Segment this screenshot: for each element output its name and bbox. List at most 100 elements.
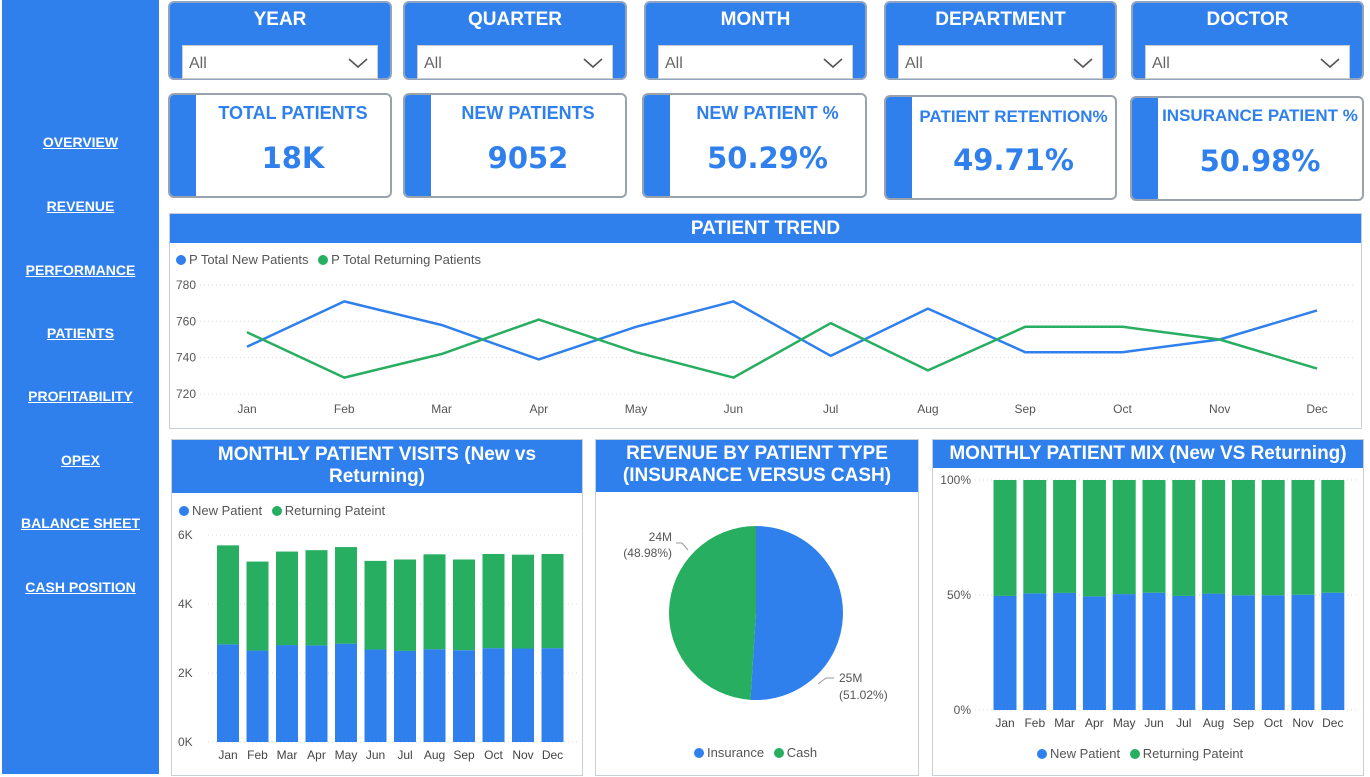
patient-trend-panel: PATIENT TREND P Total New Patients P Tot… [169,213,1362,429]
x-tick-label: Mar [431,402,452,416]
nav-patients[interactable]: PATIENTS [46,325,115,341]
chevron-down-icon [1320,58,1340,69]
nav-cash-position[interactable]: CASH POSITION [25,579,136,595]
x-tick-label: Aug [424,748,445,762]
nav-opex[interactable]: OPEX [61,452,100,468]
cash-leader-line [676,542,689,551]
new-patient-bar [1112,594,1136,710]
legend-label: New Patient [1050,746,1121,761]
nav-performance[interactable]: PERFORMANCE [25,262,136,278]
x-tick-label: Oct [1264,716,1283,730]
x-tick-label: Feb [247,748,268,762]
sidebar-nav: OVERVIEW REVENUE PERFORMANCE PATIENTS PR… [2,0,159,774]
returning-patient-bar [1261,480,1285,596]
chart-legend: P Total New Patients P Total Returning P… [176,252,481,267]
kpi-patient-retention: PATIENT RETENTION% 49.71% [884,95,1117,200]
panel-title: REVENUE BY PATIENT TYPE (INSURANCE VERSU… [596,440,918,492]
x-tick-label: Jan [237,402,256,416]
kpi-label: INSURANCE PATIENT % [1162,106,1358,125]
returning-patient-bar [512,554,534,649]
nav-revenue[interactable]: REVENUE [46,198,115,214]
panel-title: MONTHLY PATIENT VISITS (New vs Returning… [172,440,582,493]
x-tick-label: Mar [1054,716,1075,730]
x-tick-label: Jan [218,748,237,762]
nav-overview[interactable]: OVERVIEW [42,134,119,150]
department-slicer: DEPARTMENT All [884,1,1117,80]
returning-patient-bar [1321,480,1345,593]
x-tick-label: Apr [307,748,326,762]
returning-patient-bar [1082,480,1106,597]
month-dropdown[interactable]: All [658,45,853,79]
x-tick-label: May [625,402,648,416]
legend-dot [773,748,784,758]
department-dropdown[interactable]: All [898,45,1103,79]
returning-patient-bar [246,561,269,651]
x-tick-label: May [335,748,358,762]
kpi-value: 50.98% [1199,144,1321,178]
y-tick-label: 780 [176,278,196,292]
doctor-dropdown[interactable]: All [1145,45,1350,79]
nav-profitability[interactable]: PROFITABILITY [28,388,133,404]
legend-dot [694,748,704,758]
revenue-pie-chart: 24M (48.98%) 25M (51.02%) [623,526,888,702]
y-tick-label: 740 [176,351,196,365]
insurance-slice [750,526,844,700]
kpi-value: 9052 [487,141,569,175]
dropdown-value: All [189,55,207,72]
x-tick-label: Sep [453,748,475,762]
legend-label: New Patient [192,503,263,518]
x-tick-label: Jul [1176,716,1191,730]
new-patients-line [246,300,1318,361]
quarter-dropdown[interactable]: All [417,45,613,79]
x-tick-label: Mar [277,748,298,762]
kpi-value: 49.71% [953,143,1074,177]
x-tick-label: Oct [484,748,503,762]
cash-slice [669,526,756,700]
kpi-label: NEW PATIENTS [461,103,595,123]
returning-patient-bar [364,560,387,650]
year-dropdown[interactable]: All [182,45,378,79]
x-tick-label: Dec [542,748,563,762]
x-tick-label: Jun [1144,716,1163,730]
insurance-value-label: 25M [839,671,862,685]
panel-title: MONTHLY PATIENT MIX (New VS Returning) [933,440,1363,468]
panel-title: PATIENT TREND [170,214,1361,243]
y-tick-label: 720 [176,387,196,401]
year-slicer: YEAR All [168,1,392,80]
kpi-value: 18K [261,141,325,175]
new-patient-bar [993,595,1017,710]
returning-patient-bar [541,553,564,649]
x-tick-label: Sep [1233,716,1255,730]
x-tick-label: Jun [724,402,743,416]
returning-patient-bar [423,554,446,650]
new-patient-bar [1172,595,1196,710]
nav-balance-sheet[interactable]: BALANCE SHEET [20,515,140,531]
x-tick-label: Nov [512,748,533,762]
returning-patient-bar [1142,480,1166,593]
panel-title-line: REVENUE BY PATIENT TYPE [626,443,888,464]
returning-patient-bar [1112,480,1136,595]
revenue-by-type-panel: REVENUE BY PATIENT TYPE (INSURANCE VERSU… [595,439,919,776]
chart-legend: New Patient Returning Pateint [1037,746,1243,761]
x-tick-label: Jul [823,402,838,416]
legend-dot [271,506,282,516]
slicer-title: MONTH [720,9,791,30]
x-tick-label: Feb [334,402,355,416]
legend-dot [1037,749,1047,759]
x-tick-label: May [1113,716,1136,730]
new-patient-bar [394,650,416,742]
new-patient-bar [423,649,446,742]
returning-patient-bar [453,559,475,651]
x-tick-label: Apr [1085,716,1104,730]
chevron-down-icon [348,58,368,69]
slicer-title: QUARTER [468,9,562,30]
new-patient-bar [217,644,239,742]
month-slicer: MONTH All [644,1,867,80]
kpi-new-patient-pct: NEW PATIENT % 50.29% [642,93,867,198]
patient-trend-chart: 720 740 760 780 Jan Feb Mar Apr May Jun Jul Aug Sep O… [176,278,1353,416]
returning-patients-line [246,318,1318,379]
legend-dot [179,506,189,516]
dropdown-value: All [424,55,442,72]
new-patient-bar [482,648,505,742]
returning-patient-bar [217,545,239,645]
